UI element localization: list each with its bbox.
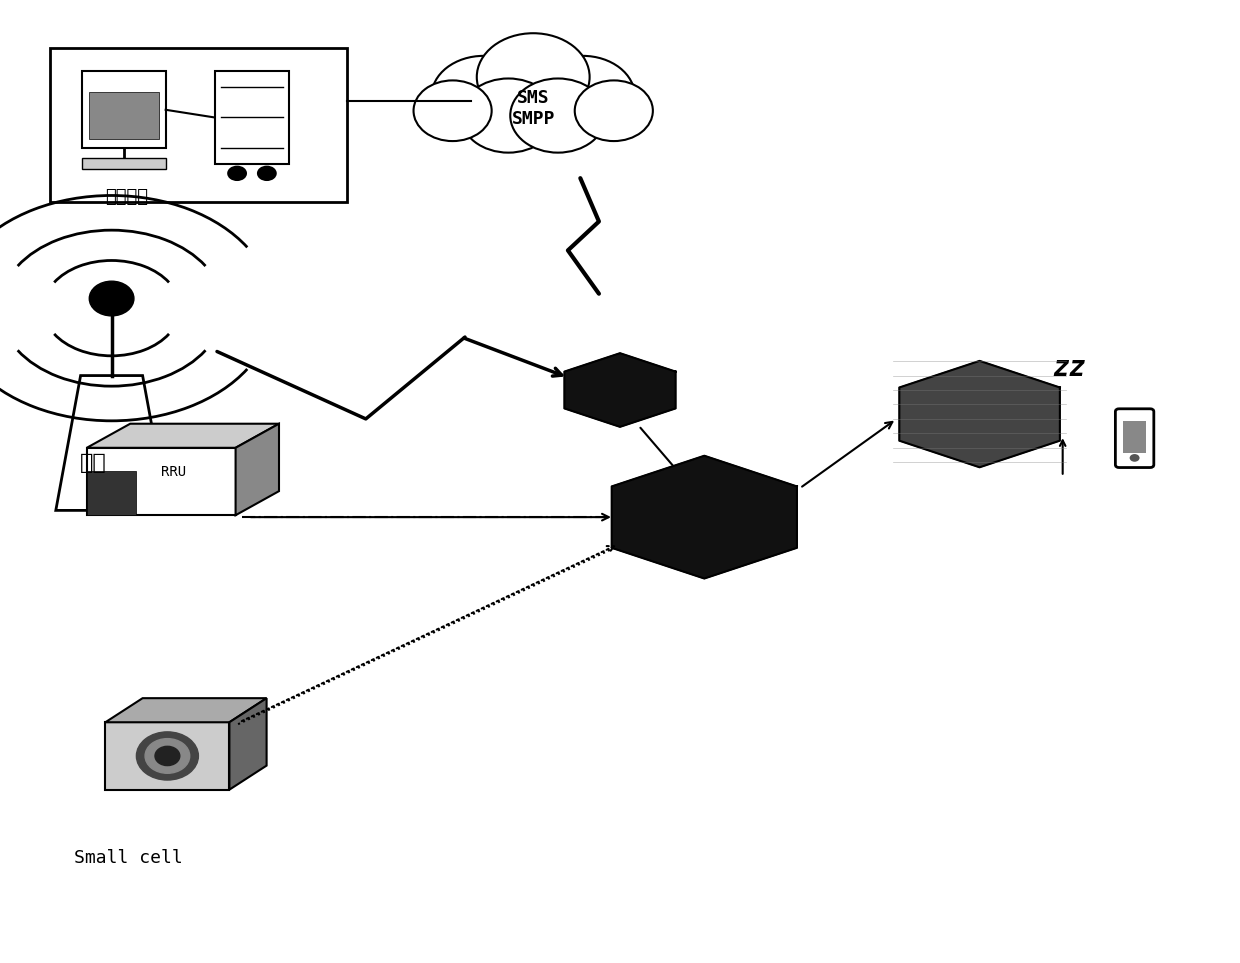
Polygon shape xyxy=(87,471,136,515)
Bar xyxy=(50,48,347,202)
Bar xyxy=(88,92,160,139)
Circle shape xyxy=(413,80,491,141)
Circle shape xyxy=(432,56,536,137)
Polygon shape xyxy=(105,722,229,790)
FancyBboxPatch shape xyxy=(1116,408,1154,467)
Circle shape xyxy=(227,166,247,181)
Bar xyxy=(1123,421,1147,453)
Circle shape xyxy=(257,166,277,181)
Bar xyxy=(215,71,289,164)
Circle shape xyxy=(531,56,635,137)
Polygon shape xyxy=(899,361,1060,467)
Polygon shape xyxy=(87,448,236,515)
Circle shape xyxy=(89,281,134,316)
Circle shape xyxy=(145,739,190,773)
Polygon shape xyxy=(87,424,279,448)
Circle shape xyxy=(155,746,180,766)
Bar xyxy=(82,71,166,148)
Text: Small cell: Small cell xyxy=(74,849,184,868)
Polygon shape xyxy=(105,698,267,722)
Circle shape xyxy=(574,80,653,141)
Text: SMS
SMPP: SMS SMPP xyxy=(511,90,556,128)
Polygon shape xyxy=(568,178,599,294)
Circle shape xyxy=(136,732,198,780)
Circle shape xyxy=(1130,454,1140,461)
Circle shape xyxy=(476,33,590,120)
Polygon shape xyxy=(229,698,267,790)
Polygon shape xyxy=(236,424,279,515)
Circle shape xyxy=(461,78,556,152)
Circle shape xyxy=(511,78,605,152)
Text: 网管中心: 网管中心 xyxy=(105,188,149,206)
Polygon shape xyxy=(611,455,797,579)
Polygon shape xyxy=(56,376,167,510)
Bar xyxy=(82,158,166,169)
Text: zz: zz xyxy=(1052,353,1086,382)
Polygon shape xyxy=(564,353,676,427)
Text: RRU: RRU xyxy=(161,465,186,479)
Text: 基站: 基站 xyxy=(79,453,107,473)
